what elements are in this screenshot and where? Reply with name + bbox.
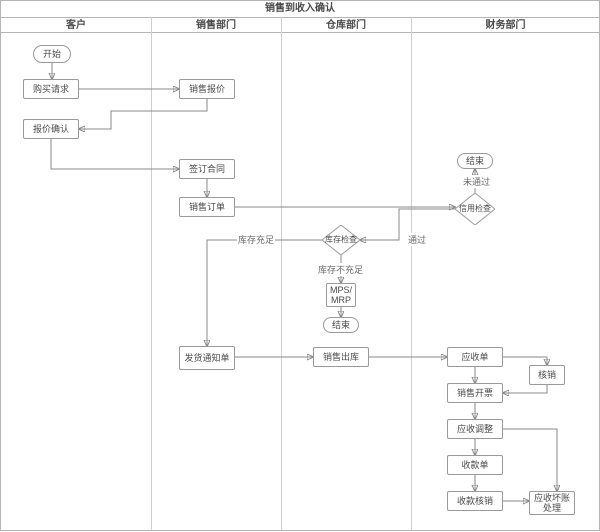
edge-label-inv-no: 库存不充足 [317,263,364,276]
node-receipt: 收款单 [447,455,503,475]
node-ar-adjust: 应收调整 [447,419,503,439]
node-buy-request: 购买请求 [23,79,79,99]
lane-header-wh: 仓库部门 [281,17,411,33]
node-sales-ship: 销售出库 [313,347,369,367]
node-bad-debt: 应收坏账处理 [529,491,575,515]
edge-label-not-pass: 未通过 [462,175,491,188]
node-ar: 应收单 [447,347,503,367]
swimlane-diagram: 销售到收入确认 客户 销售部门 仓库部门 财务部门 [0,0,600,531]
lane-header-fin: 财务部门 [411,17,600,33]
node-receipt-writeoff: 收款核销 [447,491,503,511]
lane-sep [411,17,412,530]
node-inventory-check: 库存检查 [322,225,360,255]
edges [1,1,600,532]
node-sales-quote: 销售报价 [179,79,235,99]
node-contract: 签订合同 [179,159,235,179]
node-end-credit: 结束 [457,153,493,169]
lane-sep [281,17,282,530]
node-credit-check: 信用检查 [455,193,495,225]
lane-header-sales: 销售部门 [151,17,281,33]
lane-sep [151,17,152,530]
node-sales-invoice: 销售开票 [447,383,503,403]
node-mps-mrp: MPS/ MRP [326,283,356,307]
edge-label-pass: 通过 [407,233,427,246]
node-sales-order: 销售订单 [179,197,235,217]
edge-label-inv-ok: 库存充足 [237,233,275,246]
node-dispatch-note: 发货通知单 [179,346,235,370]
lane-header-cust: 客户 [1,17,151,33]
node-quote-confirm: 报价确认 [23,119,79,139]
node-end-mrp: 结束 [323,317,359,333]
node-start: 开始 [33,45,71,63]
diagram-title: 销售到收入确认 [1,1,599,17]
node-verify: 核销 [529,365,565,385]
